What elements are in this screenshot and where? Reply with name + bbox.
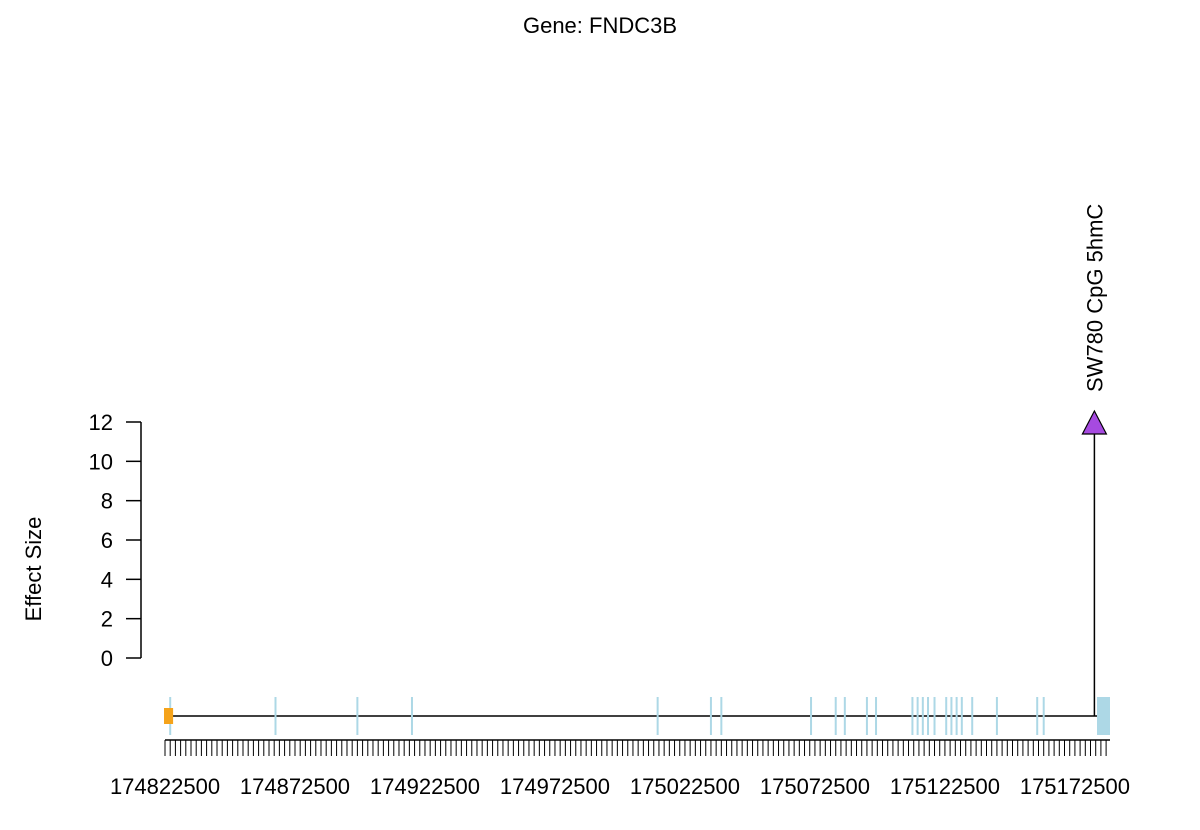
y-tick-label: 12 <box>89 410 113 435</box>
x-axis: 174822500 174872500 174922500 174972500 1750… <box>110 739 1130 799</box>
point-label: SW780 CpG 5hmC <box>1082 204 1107 392</box>
y-axis: 0 2 4 6 8 10 12 <box>89 410 142 671</box>
gene-track <box>164 697 1110 735</box>
chart-title: Gene: FNDC3B <box>523 13 677 38</box>
x-tick-label: 175172500 <box>1020 774 1130 799</box>
point-marker-triangle <box>1081 409 1108 435</box>
x-tick-label: 175122500 <box>890 774 1000 799</box>
y-axis-label: Effect Size <box>21 517 46 622</box>
utr3-block <box>1097 697 1110 735</box>
y-tick-label: 4 <box>101 567 113 592</box>
y-tick-label: 6 <box>101 528 113 553</box>
x-tick-label: 174872500 <box>240 774 350 799</box>
y-tick-label: 0 <box>101 646 113 671</box>
x-tick-label: 174922500 <box>370 774 480 799</box>
y-tick-label: 10 <box>89 449 113 474</box>
x-tick-label: 175022500 <box>630 774 740 799</box>
x-tick-label: 175072500 <box>760 774 870 799</box>
y-tick-label: 8 <box>101 489 113 514</box>
x-tick-label: 174822500 <box>110 774 220 799</box>
utr5-block <box>164 708 174 724</box>
data-points: SW780 CpG 5hmC <box>1081 204 1108 716</box>
y-tick-label: 2 <box>101 607 113 632</box>
x-tick-label: 174972500 <box>500 774 610 799</box>
